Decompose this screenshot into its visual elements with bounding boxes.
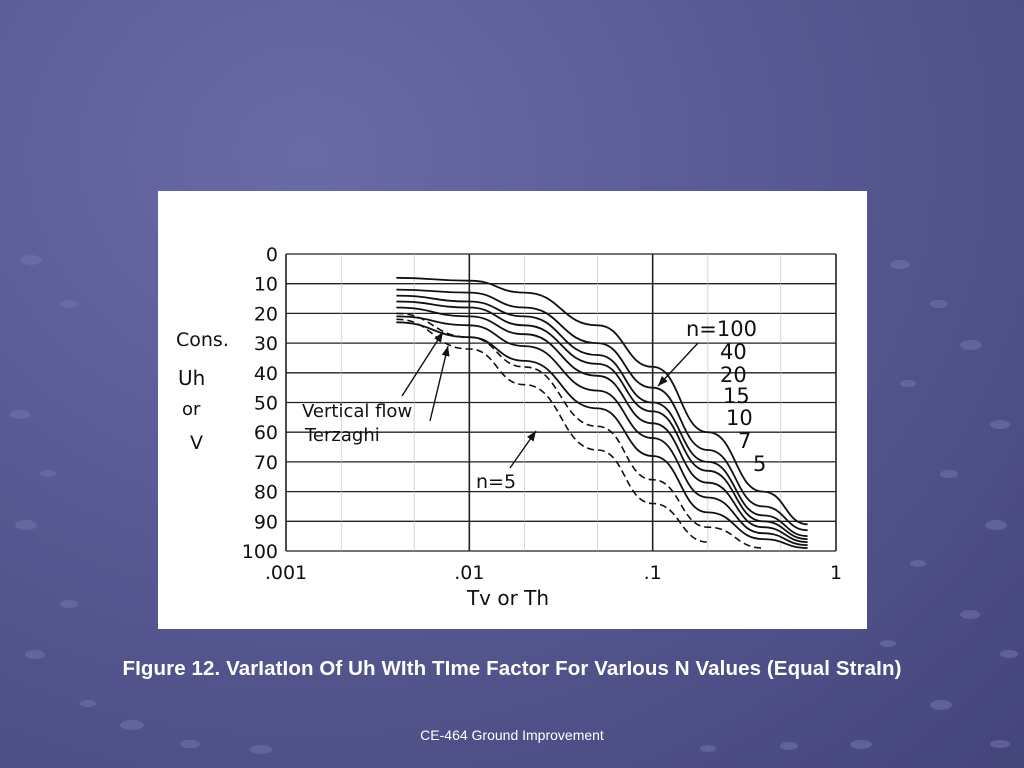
series-line <box>396 312 764 549</box>
y-tick-label: 30 <box>254 333 278 355</box>
background-dot <box>15 520 37 530</box>
chart-series <box>396 276 808 549</box>
series-line <box>396 276 808 526</box>
background-dot <box>60 300 78 308</box>
annotation-label: Vertical flow <box>302 401 412 422</box>
y-tick-label: 100 <box>242 541 278 563</box>
y-tick-label: 10 <box>254 274 278 296</box>
series-line <box>396 294 808 537</box>
background-dot <box>960 610 980 619</box>
y-tick-label: 60 <box>254 422 278 444</box>
background-dot <box>780 742 798 750</box>
series-line <box>396 321 808 549</box>
background-dot <box>985 520 1007 530</box>
background-dot <box>180 740 200 748</box>
background-dot <box>60 600 78 608</box>
x-tick-label: .001 <box>265 562 307 584</box>
series-line <box>396 306 808 543</box>
background-dot <box>890 260 910 269</box>
series-label: 20 <box>720 363 747 387</box>
background-dot <box>80 700 96 707</box>
background-dot <box>900 380 916 387</box>
x-tick-label: 1 <box>830 562 842 584</box>
chart-ticks: 0 10 20 30 40 50 60 70 80 90 100.001 .01 .1 1 <box>242 244 842 584</box>
background-dot <box>25 650 45 659</box>
series-label: 5 <box>753 452 766 476</box>
y-axis-label: or <box>182 399 201 420</box>
y-tick-label: 20 <box>254 303 278 325</box>
y-axis-label: Uh <box>178 366 205 390</box>
y-tick-label: 50 <box>254 393 278 415</box>
series-label: 7 <box>738 429 751 453</box>
series-label: 15 <box>723 384 750 408</box>
y-tick-label: 70 <box>254 452 278 474</box>
series-line <box>396 318 708 543</box>
slide-footer: CE-464 Ground Improvement <box>420 727 604 743</box>
x-tick-label: .1 <box>644 562 662 584</box>
y-axis-label: V <box>190 432 203 454</box>
annotation-leader <box>429 345 449 422</box>
annotation-arrowhead <box>434 332 443 343</box>
background-dot <box>990 420 1010 429</box>
background-dot <box>700 745 716 752</box>
series-label: 40 <box>720 340 747 364</box>
background-dot <box>930 700 952 710</box>
background-dot <box>940 470 958 478</box>
background-dot <box>40 470 56 477</box>
y-tick-label: 80 <box>254 482 278 504</box>
figure-panel: 0 10 20 30 40 50 60 70 80 90 100.001 .01 .1 1 Cons. Uh… <box>158 191 867 629</box>
y-tick-label: 90 <box>254 511 278 533</box>
background-dot <box>960 340 982 350</box>
annotation-arrowhead <box>526 431 536 442</box>
background-dot <box>880 640 896 647</box>
background-dot <box>990 740 1010 748</box>
x-axis-label: Tv or Th <box>466 586 549 610</box>
y-tick-label: 40 <box>254 363 278 385</box>
consolidation-chart: 0 10 20 30 40 50 60 70 80 90 100.001 .01 .1 1 Cons. Uh… <box>176 244 842 610</box>
background-dot <box>1000 650 1018 658</box>
background-dot <box>910 560 926 567</box>
chart-grid <box>285 253 837 552</box>
series-label: n=100 <box>686 317 757 341</box>
figure-caption: FIgure 12. VarIatIon Of Uh WIth TIme Fac… <box>122 657 902 680</box>
background-dot <box>930 300 948 308</box>
background-dot <box>250 745 272 754</box>
annotation-label: Terzaghi <box>304 425 380 446</box>
series-line <box>396 300 808 540</box>
annotation-arrowhead <box>441 346 450 357</box>
background-dot <box>850 740 872 749</box>
series-line <box>396 288 808 532</box>
annotation-label: n=5 <box>476 471 516 493</box>
series-line <box>396 315 808 546</box>
y-tick-label: 0 <box>266 244 278 266</box>
background-dot <box>10 410 30 419</box>
series-label: 10 <box>726 406 753 430</box>
y-axis-label: Cons. <box>176 329 229 351</box>
background-dot <box>20 255 42 265</box>
annotation-leader <box>401 331 444 397</box>
annotation-arrowhead <box>658 375 668 386</box>
background-dot <box>120 720 144 730</box>
x-tick-label: .01 <box>454 562 484 584</box>
